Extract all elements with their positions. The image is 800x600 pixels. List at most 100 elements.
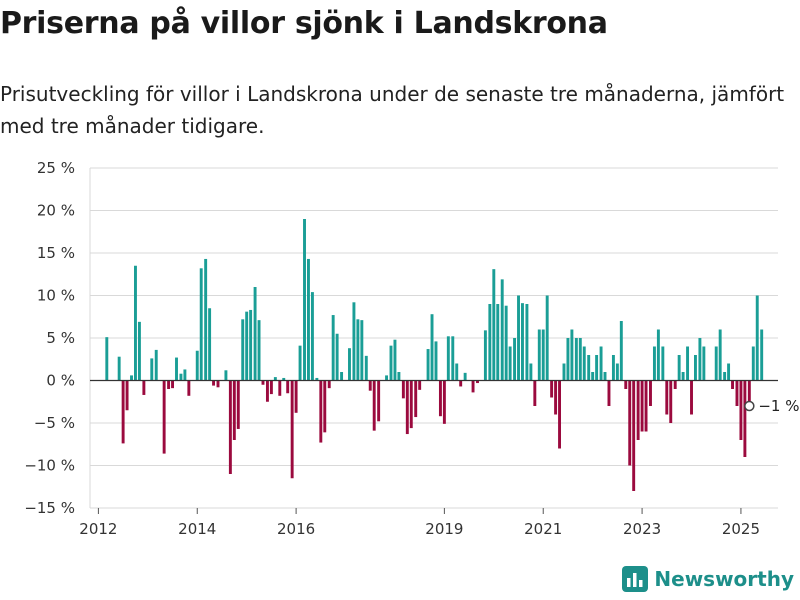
bar (578, 338, 582, 381)
bar (718, 329, 722, 381)
bar (611, 355, 615, 381)
bar (599, 346, 603, 381)
bar (278, 380, 282, 396)
bar (459, 380, 463, 387)
bar (377, 380, 381, 422)
bar (554, 380, 558, 415)
grid-lines (90, 167, 778, 509)
bar (150, 358, 154, 381)
bar (269, 380, 273, 395)
bar (409, 380, 413, 429)
bar (698, 338, 702, 381)
bar (566, 338, 570, 381)
chart-subtitle: Prisutveckling för villor i Landskrona u… (0, 82, 785, 138)
bar (483, 330, 487, 381)
bar (570, 329, 574, 381)
bar (253, 287, 257, 381)
y-tick-label: 25 % (37, 159, 75, 177)
bar (257, 320, 261, 381)
y-tick-label: 0 % (46, 372, 75, 390)
bar (727, 363, 731, 381)
y-tick-label: −10 % (24, 457, 75, 475)
bar (595, 355, 599, 381)
bar (137, 321, 141, 381)
bar (529, 363, 533, 381)
bar (652, 346, 656, 381)
bar (455, 363, 459, 381)
bar (236, 380, 240, 429)
bar (261, 380, 265, 385)
x-tick-label: 2025 (722, 520, 760, 538)
y-tick-label: −5 % (34, 414, 75, 432)
bar (747, 380, 751, 406)
bar (735, 380, 739, 406)
bar (105, 337, 109, 381)
x-tick-label: 2021 (524, 520, 562, 538)
bar (286, 380, 290, 394)
bar (360, 320, 364, 381)
bar (195, 350, 199, 381)
bar (656, 329, 660, 381)
bar (319, 380, 323, 443)
bar (550, 380, 554, 398)
bar (619, 321, 623, 381)
bar (389, 345, 393, 381)
bar (426, 349, 430, 381)
annotation-marker (744, 400, 755, 412)
bar (669, 380, 673, 423)
x-tick-label: 2014 (178, 520, 216, 538)
bar (352, 302, 356, 381)
bar (327, 380, 331, 389)
bar (154, 349, 158, 381)
bar (134, 265, 137, 381)
bar (368, 380, 372, 391)
y-tick-label: −15 % (24, 499, 75, 517)
bar (537, 329, 541, 381)
bar (624, 380, 628, 389)
bar (451, 336, 455, 381)
bar (723, 372, 727, 381)
bar (393, 339, 397, 381)
bar (232, 380, 236, 440)
bar (434, 341, 438, 381)
bar (335, 333, 339, 381)
bar (677, 355, 681, 381)
bar (628, 380, 632, 466)
bar (690, 380, 693, 415)
x-tick-label: 2012 (79, 520, 117, 538)
bar (739, 380, 743, 440)
bar (364, 355, 368, 381)
bar (130, 375, 133, 381)
bar (673, 380, 677, 389)
bar (492, 269, 496, 381)
bar (686, 346, 690, 381)
bar (142, 380, 146, 395)
bar (446, 336, 450, 381)
bar (245, 311, 249, 381)
bar (282, 377, 286, 381)
bar (348, 348, 351, 381)
bar (303, 219, 306, 381)
bar (224, 370, 228, 381)
bar (714, 346, 718, 381)
bar (476, 380, 479, 384)
bar (665, 380, 669, 415)
bar (175, 357, 178, 381)
bar (636, 380, 640, 440)
bar (125, 380, 129, 411)
bar (315, 377, 319, 381)
bar (307, 258, 310, 381)
bar (228, 380, 232, 474)
y-tick-label: 20 % (37, 202, 75, 220)
bar (533, 380, 537, 406)
bar (508, 346, 512, 381)
bar (661, 346, 665, 381)
bars (105, 219, 764, 491)
bar (323, 380, 327, 433)
bar (199, 268, 203, 381)
bar (401, 380, 405, 399)
bar (558, 380, 561, 449)
bar (171, 380, 174, 389)
bar (405, 380, 409, 435)
